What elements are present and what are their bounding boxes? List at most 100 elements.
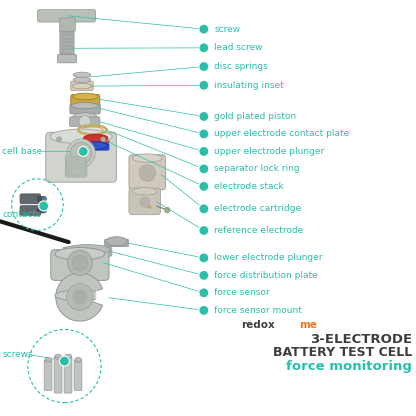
FancyBboxPatch shape (74, 360, 82, 391)
Text: gold plated piston: gold plated piston (214, 112, 296, 121)
FancyBboxPatch shape (129, 188, 161, 215)
Circle shape (199, 62, 209, 72)
Text: disc springs: disc springs (214, 62, 268, 71)
Text: lower electrode plunger: lower electrode plunger (214, 253, 323, 262)
FancyBboxPatch shape (63, 247, 112, 256)
FancyBboxPatch shape (104, 239, 129, 247)
Circle shape (140, 197, 150, 207)
Text: force distribution plate: force distribution plate (214, 271, 318, 280)
Ellipse shape (73, 72, 91, 78)
Text: upper electrode contact plate: upper electrode contact plate (214, 129, 349, 139)
FancyBboxPatch shape (64, 357, 72, 393)
FancyBboxPatch shape (71, 94, 100, 107)
Text: screws: screws (2, 350, 33, 359)
Ellipse shape (45, 357, 52, 361)
FancyBboxPatch shape (57, 54, 77, 63)
Ellipse shape (106, 237, 127, 246)
FancyBboxPatch shape (65, 155, 87, 177)
Text: 3-ELECTRODE: 3-ELECTRODE (310, 332, 412, 346)
Circle shape (199, 181, 209, 191)
Circle shape (67, 250, 92, 275)
FancyBboxPatch shape (37, 10, 96, 22)
Circle shape (199, 111, 209, 121)
Circle shape (139, 165, 156, 181)
Text: electrode cartridge: electrode cartridge (214, 204, 301, 213)
Circle shape (72, 255, 87, 270)
Ellipse shape (72, 83, 92, 89)
FancyBboxPatch shape (37, 196, 45, 201)
FancyBboxPatch shape (67, 157, 86, 176)
Ellipse shape (55, 356, 62, 359)
Ellipse shape (55, 354, 62, 358)
Text: contacts: contacts (2, 210, 41, 219)
Circle shape (67, 139, 95, 167)
Ellipse shape (72, 102, 98, 109)
FancyBboxPatch shape (44, 360, 52, 391)
Text: lead screw: lead screw (214, 43, 263, 52)
Ellipse shape (50, 129, 112, 144)
FancyBboxPatch shape (82, 136, 109, 143)
Circle shape (59, 356, 69, 366)
Circle shape (72, 290, 87, 305)
FancyBboxPatch shape (82, 144, 109, 150)
Text: upper electrode plunger: upper electrode plunger (214, 147, 324, 156)
Ellipse shape (55, 248, 105, 260)
FancyBboxPatch shape (46, 132, 116, 182)
FancyBboxPatch shape (54, 357, 62, 393)
FancyBboxPatch shape (96, 291, 109, 302)
Circle shape (101, 137, 106, 142)
Ellipse shape (45, 359, 52, 363)
Ellipse shape (75, 357, 82, 361)
Text: me: me (299, 320, 317, 330)
Circle shape (78, 146, 88, 156)
Text: insulating inset: insulating inset (214, 81, 284, 90)
Text: cell base: cell base (2, 147, 42, 156)
Text: force monitoring: force monitoring (286, 359, 412, 373)
FancyBboxPatch shape (51, 250, 109, 280)
Text: screw: screw (214, 25, 240, 34)
Circle shape (199, 270, 209, 280)
Circle shape (199, 24, 209, 34)
Circle shape (199, 164, 209, 174)
Ellipse shape (132, 188, 157, 195)
Circle shape (199, 288, 209, 298)
Ellipse shape (75, 359, 82, 363)
Text: reference electrode: reference electrode (214, 226, 304, 235)
Circle shape (199, 225, 209, 235)
Ellipse shape (55, 290, 105, 301)
FancyBboxPatch shape (69, 117, 100, 126)
Circle shape (199, 305, 209, 315)
FancyBboxPatch shape (59, 18, 75, 31)
Wedge shape (56, 273, 103, 321)
Circle shape (199, 80, 209, 90)
FancyBboxPatch shape (129, 155, 166, 190)
Circle shape (57, 137, 62, 142)
Text: electrode stack: electrode stack (214, 182, 284, 191)
Ellipse shape (84, 142, 108, 149)
Ellipse shape (65, 354, 72, 358)
Text: force sensor mount: force sensor mount (214, 306, 302, 315)
Circle shape (199, 253, 209, 263)
Ellipse shape (82, 127, 103, 133)
Circle shape (42, 196, 47, 201)
FancyBboxPatch shape (20, 194, 41, 204)
Circle shape (199, 43, 209, 53)
Circle shape (70, 142, 92, 164)
Circle shape (199, 129, 209, 139)
FancyBboxPatch shape (37, 208, 45, 213)
Circle shape (42, 208, 47, 213)
Ellipse shape (73, 93, 98, 100)
Circle shape (199, 146, 209, 156)
FancyBboxPatch shape (70, 104, 100, 114)
Circle shape (164, 207, 170, 213)
Ellipse shape (84, 134, 108, 142)
Text: redox: redox (241, 320, 275, 330)
Text: BATTERY TEST CELL: BATTERY TEST CELL (272, 346, 412, 359)
Ellipse shape (132, 154, 162, 162)
Circle shape (67, 284, 93, 310)
FancyBboxPatch shape (20, 206, 41, 215)
Circle shape (199, 204, 209, 214)
Circle shape (79, 116, 91, 127)
Circle shape (39, 201, 49, 211)
Ellipse shape (72, 113, 98, 125)
